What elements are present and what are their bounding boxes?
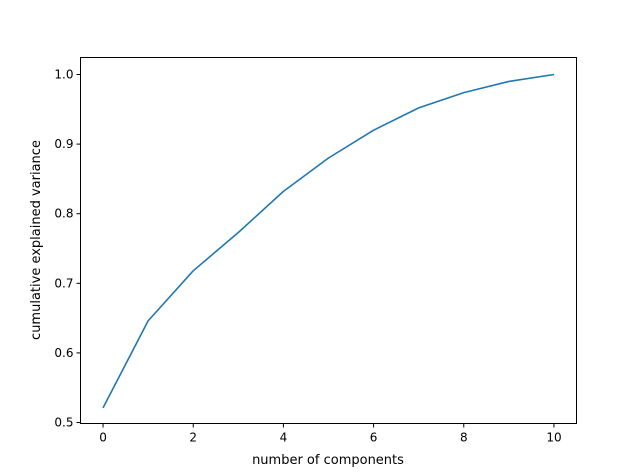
axes-frame <box>80 57 577 424</box>
y-axis-label: cumulative explained variance <box>29 140 44 340</box>
y-tick-label: 0.8 <box>54 207 73 221</box>
y-tick-label: 1.0 <box>54 67 73 81</box>
x-tick-label: 4 <box>280 431 288 445</box>
y-tick-label: 0.6 <box>54 346 73 360</box>
y-tick-label: 0.7 <box>54 276 73 290</box>
x-tick-label: 6 <box>370 431 378 445</box>
x-tick-label: 2 <box>189 431 197 445</box>
x-tick-label: 8 <box>460 431 468 445</box>
y-tick-label: 0.9 <box>54 137 73 151</box>
x-tick-label: 0 <box>99 431 107 445</box>
x-axis-label: number of components <box>252 453 404 468</box>
x-tick-label: 10 <box>546 431 561 445</box>
series-line <box>102 73 555 409</box>
y-tick-label: 0.5 <box>54 416 73 430</box>
